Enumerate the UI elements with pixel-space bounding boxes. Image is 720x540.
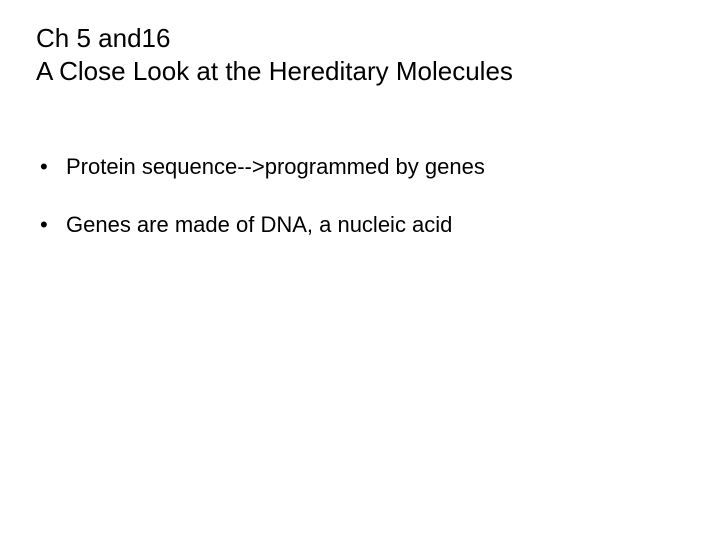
bullet-list: • Protein sequence-->programmed by genes… xyxy=(36,153,684,240)
list-item: • Genes are made of DNA, a nucleic acid xyxy=(36,211,684,240)
bullet-marker-icon: • xyxy=(40,153,62,182)
slide-container: Ch 5 and16 A Close Look at the Hereditar… xyxy=(0,0,720,540)
bullet-text: Genes are made of DNA, a nucleic acid xyxy=(66,211,684,240)
title-line-2: A Close Look at the Hereditary Molecules xyxy=(36,55,684,88)
slide-title-block: Ch 5 and16 A Close Look at the Hereditar… xyxy=(36,22,684,89)
bullet-text: Protein sequence-->programmed by genes xyxy=(66,153,684,182)
title-line-1: Ch 5 and16 xyxy=(36,22,684,55)
list-item: • Protein sequence-->programmed by genes xyxy=(36,153,684,182)
bullet-marker-icon: • xyxy=(40,211,62,240)
